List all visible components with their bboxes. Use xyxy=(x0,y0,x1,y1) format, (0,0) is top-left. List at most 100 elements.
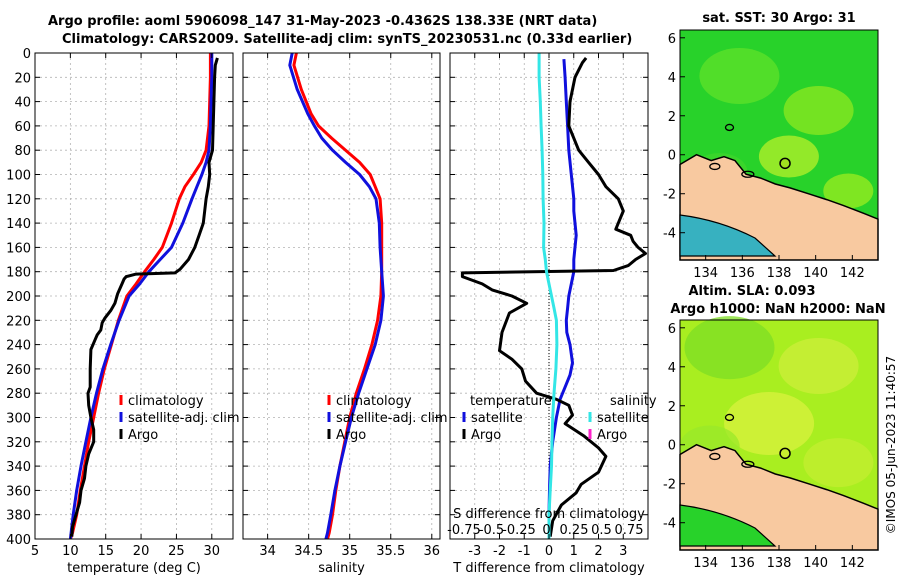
x-tick-label: 140 xyxy=(803,556,828,571)
legend-title-temperature: temperature xyxy=(470,394,552,409)
legend-entry: Argo xyxy=(471,428,501,443)
y-tick-label: 220 xyxy=(6,314,31,329)
sea-texture xyxy=(699,48,780,104)
series-salinity-satellite xyxy=(537,53,559,539)
y-tick-label: 60 xyxy=(14,120,31,135)
x-tick-label: 20 xyxy=(133,544,150,559)
y-tick-label: -4 xyxy=(663,227,676,242)
y-tick-label: 300 xyxy=(6,412,31,427)
island-outline xyxy=(709,162,721,171)
y-tick-label: 380 xyxy=(6,509,31,524)
y-tick-label: 4 xyxy=(668,361,676,376)
argo-position-marker xyxy=(779,447,791,460)
x-tick-label: 35 xyxy=(341,544,358,559)
island-outline xyxy=(724,413,735,422)
sea-texture xyxy=(724,392,815,455)
panel-temperature: 5 10 15 20 25 3002040608010012014016018020022… xyxy=(6,47,234,576)
y-tick-label: -2 xyxy=(663,188,676,203)
axes-frame xyxy=(242,52,441,540)
y-tick-label: 120 xyxy=(6,193,31,208)
series-satellite-adj-clim xyxy=(68,53,214,540)
panel-difference: -3 -2 -1 0 1 2 3 T difference from climatology xyxy=(449,52,649,576)
island-outline xyxy=(741,170,755,178)
series-argo xyxy=(70,57,219,537)
map-title: Altim. SLA: 0.093 xyxy=(689,284,816,299)
island-outline xyxy=(709,452,721,461)
y-tick-label: 0 xyxy=(668,149,676,164)
legend-entry: satellite-adj. clim xyxy=(128,411,240,426)
x-tick-label: 36 xyxy=(424,544,441,559)
panel-salinity: 34 34.5 35 35.5 36 salinity xyxy=(242,52,441,576)
sea-texture xyxy=(684,316,775,380)
legend-entry: Argo xyxy=(336,428,366,443)
secondary-tick-label: 0.75 xyxy=(615,523,644,538)
y-tick-label: 4 xyxy=(668,71,676,86)
y-tick-label: 320 xyxy=(6,436,31,451)
x-axis-label: T difference from climatology xyxy=(452,561,645,576)
legend-salinity: climatology satellite-adj. clim Argo xyxy=(327,394,448,443)
x-tick-label: 25 xyxy=(168,544,185,559)
x-tick-label: 0 xyxy=(545,544,553,559)
figure-title-line2: Climatology: CARS2009. Satellite-adj cli… xyxy=(62,32,633,47)
y-tick-label: 160 xyxy=(6,241,31,256)
map-title: sat. SST: 30 Argo: 31 xyxy=(702,11,855,26)
secondary-tick-label: 0 xyxy=(542,523,550,538)
y-tick-label: 280 xyxy=(6,387,31,402)
y-tick-label: -4 xyxy=(663,517,676,532)
map-sla: 134 136 138 140 142 6 4 2 0 -2 -4 Altim. SLA: 0.093… xyxy=(663,284,886,571)
sea-texture xyxy=(783,86,854,135)
series-satellite xyxy=(547,59,578,539)
y-tick-label: 240 xyxy=(6,339,31,354)
x-tick-label: 15 xyxy=(97,544,114,559)
x-tick-label: 1 xyxy=(570,544,578,559)
y-tick-label: 80 xyxy=(14,144,31,159)
x-tick-label: 142 xyxy=(840,266,865,281)
x-tick-label: 134 xyxy=(693,266,718,281)
y-tick-label: 0 xyxy=(668,439,676,454)
secondary-tick-label: -0.25 xyxy=(502,523,536,538)
x-tick-label: 34.5 xyxy=(294,544,323,559)
legend-entry: satellite xyxy=(471,411,523,426)
southern-sea xyxy=(679,504,777,547)
map-title: Argo h1000: NaN h2000: NaN xyxy=(670,302,885,317)
y-tick-label: 6 xyxy=(668,322,676,337)
x-tick-label: 142 xyxy=(840,556,865,571)
map-sst: 134 136 138 140 142 6 4 2 0 -2 -4 sat. SST: 30 Argo… xyxy=(663,11,879,281)
x-axis-label: temperature (deg C) xyxy=(67,561,201,576)
x-tick-label: 35.5 xyxy=(376,544,405,559)
legend-entry: satellite xyxy=(597,411,649,426)
sea-texture xyxy=(803,438,874,488)
x-tick-label: 138 xyxy=(767,556,792,571)
x-tick-label: 34 xyxy=(259,544,276,559)
x-tick-label: 140 xyxy=(803,266,828,281)
y-tick-label: 20 xyxy=(14,71,31,86)
secondary-tick-label: 0.5 xyxy=(591,523,612,538)
y-tick-label: 180 xyxy=(6,266,31,281)
y-tick-label: 2 xyxy=(668,400,676,415)
x-tick-label: -1 xyxy=(518,544,531,559)
legend-entry: climatology xyxy=(128,394,204,409)
y-tick-label: 140 xyxy=(6,217,31,232)
sea-texture xyxy=(758,135,819,178)
x-tick-label: 136 xyxy=(730,556,755,571)
island-outline xyxy=(741,460,755,468)
sea-texture xyxy=(823,173,874,209)
x-tick-label: -3 xyxy=(468,544,481,559)
legend-entry: Argo xyxy=(597,428,627,443)
argo-position-marker xyxy=(779,157,791,170)
secondary-tick-label: -0.5 xyxy=(479,523,504,538)
x-tick-label: 30 xyxy=(204,544,221,559)
series-argo xyxy=(460,56,647,537)
x-tick-label: 134 xyxy=(693,556,718,571)
secondary-tick-label: 0.25 xyxy=(560,523,589,538)
secondary-axis-label: S difference from climatology xyxy=(453,507,645,522)
axes-frame xyxy=(34,52,234,540)
southern-sea xyxy=(679,214,777,257)
legend-entry: satellite-adj. clim xyxy=(336,411,448,426)
x-tick-label: 138 xyxy=(767,266,792,281)
x-tick-label: 5 xyxy=(31,544,39,559)
series-climatology xyxy=(68,53,212,540)
series-satellite-adj-clim xyxy=(288,52,385,540)
